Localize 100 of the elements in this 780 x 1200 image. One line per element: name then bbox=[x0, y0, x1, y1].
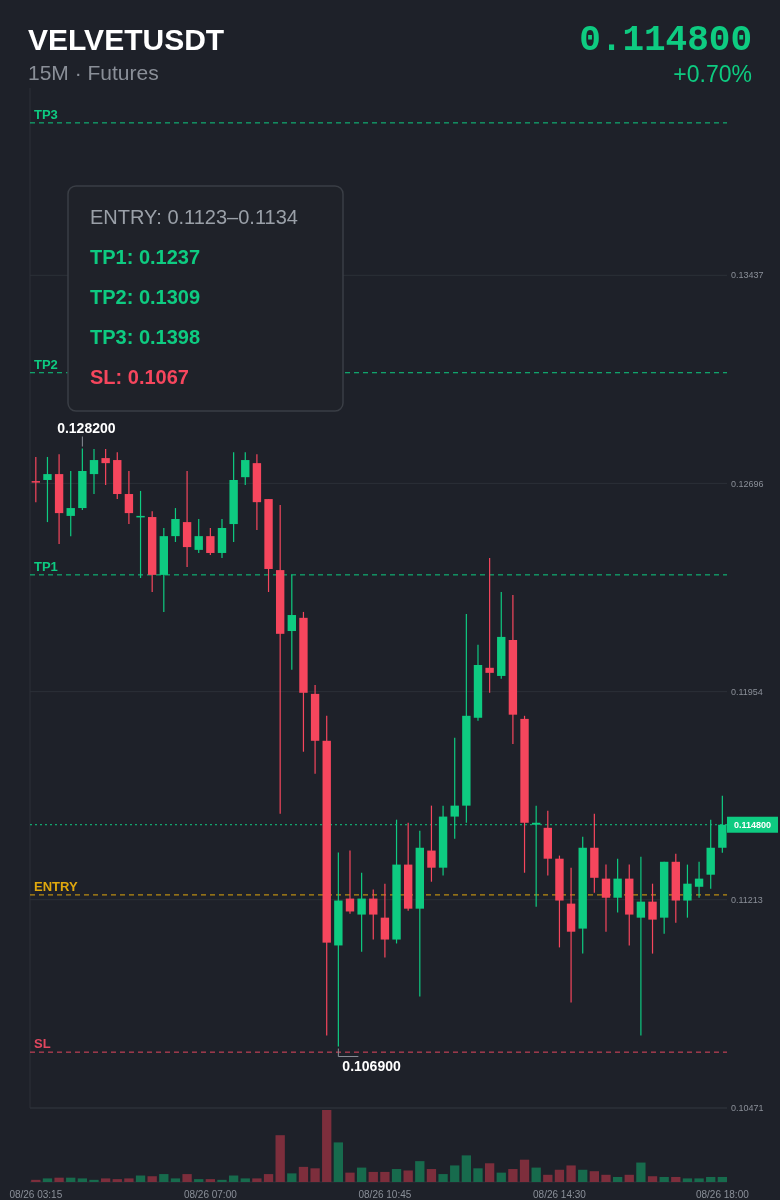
candlestick bbox=[369, 888, 378, 941]
bar bbox=[322, 1110, 332, 1182]
bar bbox=[519, 1159, 530, 1182]
y-tick-label: 0.13437 bbox=[731, 270, 764, 281]
chart-title: VELVETUSDT bbox=[28, 23, 225, 56]
candlestick bbox=[485, 557, 494, 694]
bar bbox=[647, 1176, 658, 1182]
bar bbox=[438, 1174, 448, 1182]
ref-line-label: TP3 bbox=[34, 106, 58, 122]
bar bbox=[473, 1168, 483, 1182]
bar bbox=[496, 1172, 506, 1182]
bar bbox=[147, 1176, 157, 1182]
ref-line-label: SL bbox=[34, 1036, 51, 1052]
candlestick bbox=[241, 451, 250, 486]
candlestick bbox=[648, 883, 657, 955]
bar bbox=[659, 1176, 669, 1182]
bar bbox=[66, 1177, 76, 1182]
bar bbox=[89, 1179, 99, 1182]
bar bbox=[252, 1178, 262, 1182]
bar bbox=[194, 1179, 204, 1182]
annotation: TP3: 0.1398 bbox=[90, 326, 201, 348]
annotation: ENTRY: 0.1123–0.1134 bbox=[90, 206, 298, 228]
bar bbox=[717, 1176, 727, 1182]
bar bbox=[566, 1165, 576, 1182]
bar bbox=[391, 1169, 402, 1182]
bar bbox=[636, 1162, 646, 1182]
x-tick-label: 08/26 14:30 bbox=[533, 1189, 587, 1200]
candlestick bbox=[613, 858, 622, 914]
bar bbox=[112, 1179, 122, 1182]
x-tick-label: 08/26 07:00 bbox=[183, 1189, 238, 1200]
annotation: TP1: 0.1237 bbox=[90, 246, 201, 268]
ref-line-label: 0.114800 bbox=[733, 819, 772, 830]
bar bbox=[612, 1176, 623, 1182]
bar bbox=[624, 1174, 634, 1182]
bar bbox=[310, 1168, 320, 1182]
annotation: 0.106900 bbox=[342, 1057, 401, 1074]
candlestick bbox=[43, 456, 52, 523]
candlestick bbox=[427, 805, 436, 883]
chart-subtitle: 15M · Futures bbox=[28, 61, 159, 84]
bar bbox=[356, 1167, 367, 1182]
bar bbox=[578, 1169, 588, 1182]
bar bbox=[671, 1176, 681, 1182]
bar bbox=[100, 1178, 111, 1182]
candlestick bbox=[124, 470, 134, 525]
bar bbox=[415, 1161, 425, 1182]
bar bbox=[298, 1166, 309, 1182]
candlestick bbox=[89, 448, 99, 495]
x-tick-label: 08/26 03:15 bbox=[9, 1189, 63, 1200]
bar bbox=[380, 1171, 390, 1182]
text: 0.114800 bbox=[579, 20, 752, 61]
bar bbox=[275, 1135, 285, 1182]
y-tick-label: 0.11213 bbox=[731, 894, 763, 905]
bar bbox=[124, 1178, 134, 1182]
bar bbox=[694, 1178, 704, 1182]
bar bbox=[601, 1174, 611, 1182]
bar bbox=[240, 1178, 250, 1182]
ref-line-label: TP1 bbox=[34, 558, 58, 574]
bar bbox=[368, 1171, 378, 1182]
bar bbox=[182, 1174, 192, 1182]
candlestick bbox=[66, 470, 75, 537]
bar bbox=[554, 1169, 565, 1182]
bar bbox=[228, 1175, 239, 1182]
candlestick bbox=[380, 883, 390, 959]
ref-line-label: TP2 bbox=[34, 356, 58, 372]
bar bbox=[31, 1179, 41, 1182]
bar bbox=[450, 1165, 460, 1182]
ref-line-label: ENTRY bbox=[34, 878, 78, 894]
candlestick bbox=[601, 864, 611, 933]
bar bbox=[287, 1173, 297, 1182]
bar bbox=[508, 1169, 518, 1182]
text: +0.70% bbox=[673, 61, 752, 87]
bar bbox=[531, 1167, 541, 1182]
bar bbox=[461, 1155, 472, 1182]
bar bbox=[345, 1172, 355, 1182]
candlestick bbox=[194, 518, 203, 554]
annotation: TP2: 0.1309 bbox=[90, 286, 201, 308]
bar bbox=[205, 1179, 216, 1182]
bar bbox=[217, 1179, 227, 1182]
bar bbox=[484, 1163, 495, 1182]
bar bbox=[159, 1174, 169, 1182]
candlestick bbox=[683, 864, 692, 919]
candlestick bbox=[171, 507, 180, 543]
candlestick bbox=[694, 861, 704, 899]
candlestick bbox=[206, 527, 215, 556]
bar bbox=[135, 1175, 146, 1182]
x-tick-label: 08/26 18:00 bbox=[695, 1189, 750, 1200]
bar bbox=[543, 1174, 553, 1182]
annotation: 0.128200 bbox=[57, 419, 116, 436]
candlestick bbox=[31, 456, 41, 503]
candlestick bbox=[636, 856, 646, 1037]
bar bbox=[333, 1142, 344, 1182]
bar bbox=[170, 1178, 181, 1182]
bar bbox=[77, 1178, 88, 1182]
bar bbox=[426, 1169, 437, 1182]
bar bbox=[706, 1176, 716, 1182]
bar bbox=[54, 1177, 64, 1182]
bar bbox=[403, 1170, 413, 1182]
candlestick bbox=[357, 872, 366, 953]
bar bbox=[589, 1171, 599, 1182]
y-tick-label: 0.10471 bbox=[731, 1103, 764, 1114]
